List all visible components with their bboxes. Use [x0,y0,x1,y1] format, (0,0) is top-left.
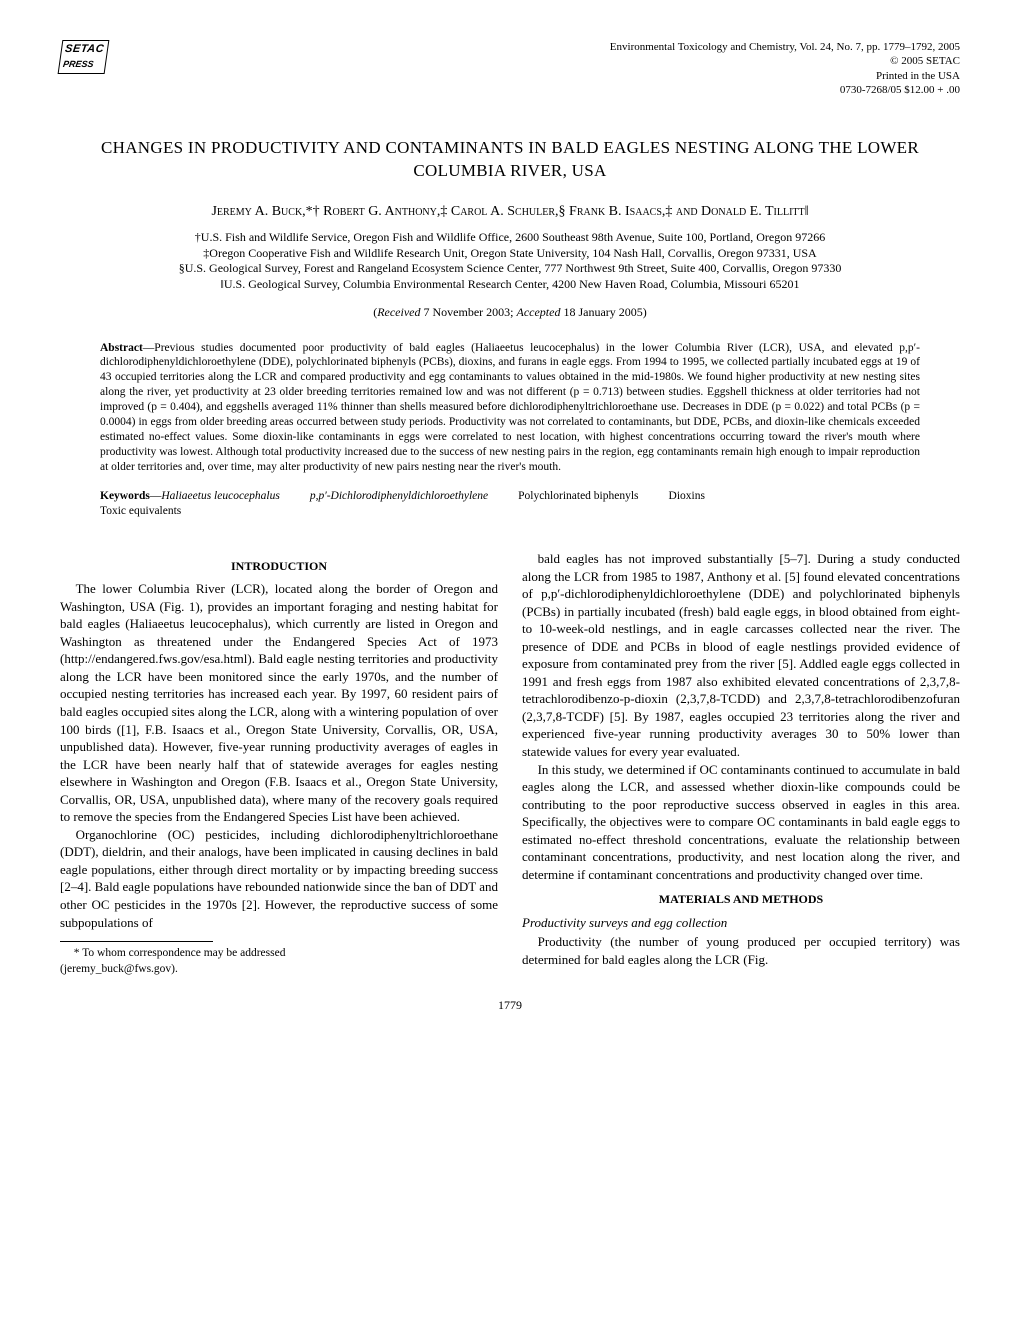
logo-setac-text: SETAC [64,43,105,55]
affiliation-2: ‡Oregon Cooperative Fish and Wildlife Re… [60,246,960,262]
keyword-3: Polychlorinated biphenyls [518,490,638,502]
keyword-1: Haliaeetus leucocephalus [161,490,279,502]
correspondence-footnote: * To whom correspondence may be addresse… [60,946,498,977]
keyword-2: p,p′-Dichlorodiphenyldichloroethylene [310,490,488,502]
intro-heading: INTRODUCTION [60,558,498,574]
intro-paragraph-1: The lower Columbia River (LCR), located … [60,580,498,826]
footnote-separator [60,941,213,942]
productivity-subheading: Productivity surveys and egg collection [522,914,960,932]
materials-methods-heading: MATERIALS AND METHODS [522,891,960,907]
journal-printed: Printed in the USA [60,69,960,83]
intro-paragraph-3: bald eagles has not improved substantial… [522,550,960,761]
mm-paragraph-1: Productivity (the number of young produc… [522,933,960,968]
abstract-label: Abstract [100,342,143,354]
affiliation-3: §U.S. Geological Survey, Forest and Rang… [60,261,960,277]
affiliations-block: †U.S. Fish and Wildlife Service, Oregon … [60,230,960,292]
keyword-5: Toxic equivalents [100,505,181,517]
intro-paragraph-2: Organochlorine (OC) pesticides, includin… [60,826,498,931]
body-columns: INTRODUCTION The lower Columbia River (L… [60,550,960,977]
intro-paragraph-4: In this study, we determined if OC conta… [522,761,960,884]
footnote-line1: * To whom correspondence may be addresse… [74,947,286,959]
page-number: 1779 [60,997,960,1013]
keywords-label: Keywords [100,490,150,502]
journal-copyright: © 2005 SETAC [60,54,960,68]
logo-press-text: PRESS [62,59,94,69]
article-dates: (Received 7 November 2003; Accepted 18 J… [60,304,960,320]
journal-citation: Environmental Toxicology and Chemistry, … [60,40,960,54]
affiliation-1: †U.S. Fish and Wildlife Service, Oregon … [60,230,960,246]
article-authors: Jeremy A. Buck,*† Robert G. Anthony,‡ Ca… [60,203,960,222]
abstract-text: —Previous studies documented poor produc… [100,342,920,474]
publisher-logo: SETAC PRESS [60,40,107,74]
abstract-block: Abstract—Previous studies documented poo… [100,341,920,475]
journal-header: Environmental Toxicology and Chemistry, … [60,40,960,97]
keyword-4: Dioxins [669,490,705,502]
article-title: CHANGES IN PRODUCTIVITY AND CONTAMINANTS… [60,137,960,183]
affiliation-4: ‖U.S. Geological Survey, Columbia Enviro… [60,277,960,293]
journal-issn: 0730-7268/05 $12.00 + .00 [60,83,960,97]
footnote-line2: (jeremy_buck@fws.gov). [60,963,178,975]
keywords-block: Keywords—Haliaeetus leucocephalusp,p′-Di… [100,489,920,520]
